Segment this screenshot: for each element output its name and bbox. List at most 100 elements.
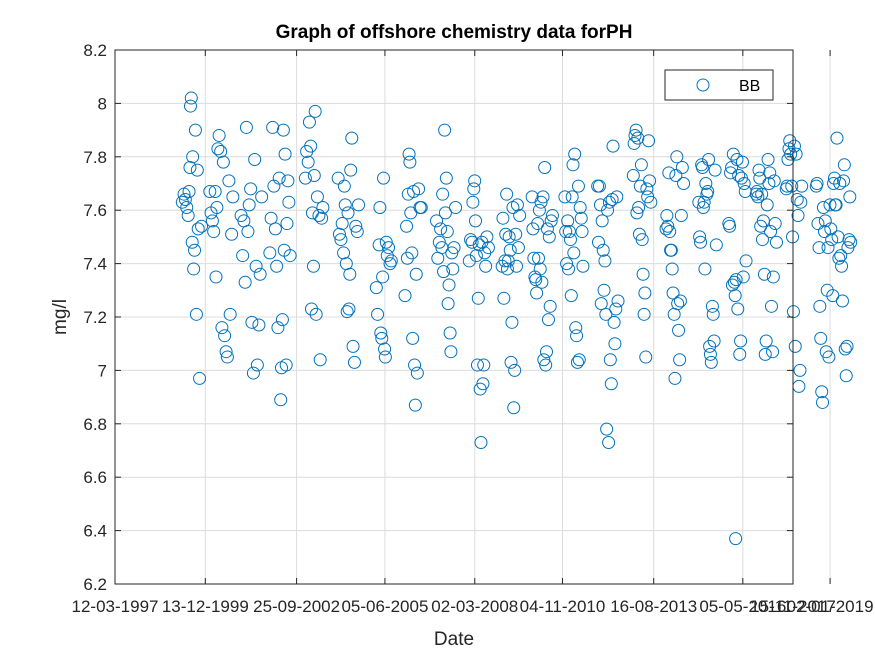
data-point: [675, 160, 689, 174]
data-point: [766, 270, 780, 284]
data-point: [212, 128, 226, 142]
data-point: [446, 262, 460, 276]
data-point: [545, 209, 559, 223]
data-point: [471, 291, 485, 305]
data-point: [566, 158, 580, 172]
data-point: [414, 201, 428, 215]
data-point: [182, 185, 196, 199]
legend-marker-icon: [696, 78, 710, 92]
data-point: [341, 206, 355, 220]
data-point: [266, 120, 280, 134]
data-point: [535, 275, 549, 289]
data-point: [350, 225, 364, 239]
data-point: [346, 339, 360, 353]
data-point: [785, 179, 799, 193]
data-point: [476, 377, 490, 391]
y-tick-label: 6.8: [83, 415, 107, 434]
data-point: [629, 123, 643, 137]
data-point: [724, 166, 738, 180]
data-point: [704, 355, 718, 369]
data-point: [537, 353, 551, 367]
data-point: [402, 147, 416, 161]
data-point: [695, 160, 709, 174]
data-point: [539, 358, 553, 372]
data-point: [598, 254, 612, 268]
data-point: [253, 267, 267, 281]
data-point: [601, 203, 615, 217]
data-point: [563, 233, 577, 247]
data-point: [252, 318, 266, 332]
data-point: [567, 246, 581, 260]
data-point: [507, 401, 521, 415]
data-point: [790, 193, 804, 207]
data-point: [540, 222, 554, 236]
data-point: [736, 270, 750, 284]
data-point: [304, 302, 318, 316]
data-point: [180, 201, 194, 215]
data-point: [787, 139, 801, 153]
data-point: [834, 249, 848, 263]
y-tick-label: 8: [98, 94, 107, 113]
data-point: [209, 270, 223, 284]
data-point: [349, 219, 363, 233]
data-point: [405, 246, 419, 260]
data-point: [532, 203, 546, 217]
data-point: [246, 366, 260, 380]
data-point: [469, 249, 483, 263]
data-point: [222, 174, 236, 188]
data-point: [437, 265, 451, 279]
data-point: [766, 345, 780, 359]
data-point: [837, 174, 851, 188]
data-point: [239, 120, 253, 134]
data-point: [244, 182, 258, 196]
data-point: [307, 168, 321, 182]
data-point: [334, 233, 348, 247]
data-point: [729, 532, 743, 546]
data-point: [282, 195, 296, 209]
data-point: [374, 326, 388, 340]
data-point: [739, 254, 753, 268]
data-point: [510, 259, 524, 273]
data-point: [837, 158, 851, 172]
data-point: [226, 190, 240, 204]
data-point: [316, 201, 330, 215]
data-point: [752, 163, 766, 177]
data-point: [670, 150, 684, 164]
data-point: [558, 190, 572, 204]
data-point: [466, 195, 480, 209]
data-point: [810, 177, 824, 190]
data-point: [510, 198, 524, 212]
data-point: [832, 251, 846, 265]
data-point: [840, 339, 854, 353]
data-point: [829, 198, 843, 212]
data-point: [406, 331, 420, 345]
data-point: [811, 217, 825, 231]
data-point: [565, 190, 579, 204]
data-point: [666, 286, 680, 300]
data-point: [568, 147, 582, 161]
data-point: [791, 209, 805, 223]
data-point: [596, 243, 610, 257]
data-point: [540, 345, 554, 359]
data-point: [468, 214, 482, 228]
data-point: [575, 225, 589, 239]
data-point: [465, 235, 479, 249]
data-point: [444, 345, 458, 359]
data-point: [843, 190, 857, 204]
data-point: [504, 355, 518, 369]
data-point: [188, 123, 202, 137]
data-point: [508, 363, 522, 377]
data-point: [533, 262, 547, 276]
data-point: [660, 209, 674, 223]
data-point: [479, 259, 493, 273]
data-point: [382, 241, 396, 255]
data-point: [663, 225, 677, 239]
y-tick-label: 7.6: [83, 201, 107, 220]
data-point: [538, 160, 552, 174]
data-point: [698, 262, 712, 276]
data-point: [827, 177, 841, 190]
data-point: [468, 174, 482, 188]
data-point: [560, 257, 574, 271]
data-point: [632, 201, 646, 215]
data-point: [576, 259, 590, 273]
